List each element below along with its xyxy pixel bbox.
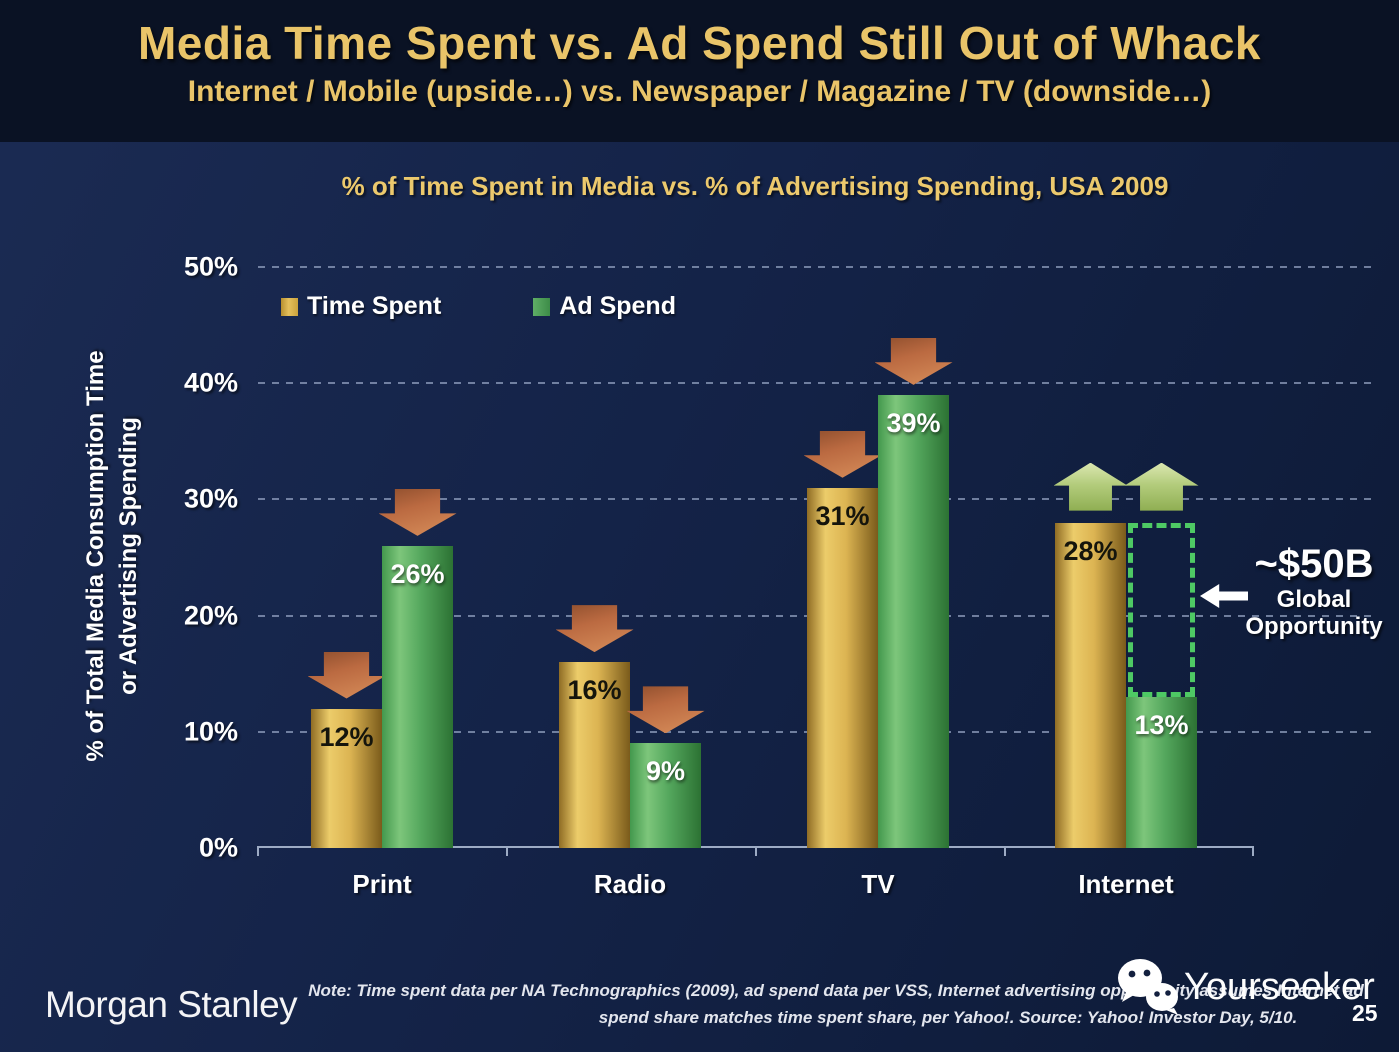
gridline-50% [258,266,1372,268]
down-arrow-icon-tv-0 [803,430,882,478]
slide-subtitle: Internet / Mobile (upside…) vs. Newspape… [187,75,1212,108]
category-label-tv: TV [861,869,895,899]
down-arrow-icon-tv-1 [874,337,953,385]
page-number: 25 [1352,1000,1378,1026]
opportunity-line1: Global [1276,586,1352,613]
opportunity-dotted-box [1128,522,1195,697]
x-axis-tick-3 [1004,848,1006,856]
opportunity-headline: ~$50B [1254,542,1374,586]
bar-tv-time-spent [807,487,878,848]
down-arrow-icon-print-1 [378,488,457,536]
opportunity-annotation: ~$50B Global Opportunity [1226,542,1399,640]
down-arrow-icon-radio-1 [626,686,705,734]
down-arrow-icon-radio-0 [555,605,634,653]
footnote-line1: Note: Time spent data per NA Technograph… [308,981,1364,1000]
legend-item-time-spent: Time Spent [281,292,441,321]
legend: Time Spent Ad Spend [281,292,676,321]
wechat-icon [1118,959,1178,1015]
legend-item-ad-spend: Ad Spend [533,292,676,321]
value-label-tv-time-spent: 31% [815,500,870,531]
bar-radio-ad-spend [630,743,701,848]
y-tick-label-0%: 0% [198,832,238,863]
x-axis-line [257,846,1254,848]
footnote-line2: spend share matches time spent share, pe… [598,1008,1298,1027]
x-axis-tick-1 [506,848,508,856]
bar-tv-ad-spend [878,394,949,848]
category-label-print: Print [352,869,412,899]
legend-label-time-spent: Time Spent [307,292,442,320]
morgan-stanley-logo: Morgan Stanley [45,984,298,1025]
bar-radio-time-spent [559,662,630,848]
slide-title: Media Time Spent vs. Ad Spend Still Out … [137,17,1262,69]
y-tick-label-30%: 30% [183,483,238,514]
legend-label-ad-spend: Ad Spend [559,292,676,320]
chart-title: % of Time Spent in Media vs. % of Advert… [341,171,1169,201]
category-label-internet: Internet [1078,869,1174,899]
down-arrow-icon-print-0 [307,651,386,699]
bar-print-ad-spend [382,545,453,848]
up-arrow-icon-internet-0 [1053,462,1128,511]
y-tick-label-40%: 40% [183,367,238,398]
value-label-internet-time-spent: 28% [1063,535,1118,566]
header-band [0,0,1399,142]
x-axis-tick-0 [257,848,259,856]
value-label-print-ad-spend: 26% [390,558,445,589]
x-axis-tick-2 [755,848,757,856]
y-tick-label-50%: 50% [183,251,238,282]
value-label-print-time-spent: 12% [319,721,374,752]
y-tick-label-10%: 10% [183,716,238,747]
bar-internet-ad-spend [1126,696,1197,848]
watermark-text: Yourseeker [1184,965,1375,1008]
opportunity-line2: Opportunity [1245,613,1383,640]
up-arrow-icon-internet-1 [1124,462,1199,511]
bar-print-time-spent [311,708,382,848]
gridline-40% [258,382,1372,385]
ad-spend-swatch-icon [533,297,551,316]
watermark: Yourseeker [1116,958,1375,1016]
category-label-radio: Radio [593,869,667,899]
y-tick-label-20%: 20% [183,600,238,631]
x-axis-tick-4 [1252,848,1254,856]
value-label-internet-ad-spend: 13% [1134,709,1189,740]
value-label-tv-ad-spend: 39% [886,407,941,438]
value-label-radio-ad-spend: 9% [645,756,686,787]
bar-internet-time-spent [1055,522,1126,848]
value-label-radio-time-spent: 16% [567,675,622,706]
time-spent-swatch-icon [281,297,298,316]
